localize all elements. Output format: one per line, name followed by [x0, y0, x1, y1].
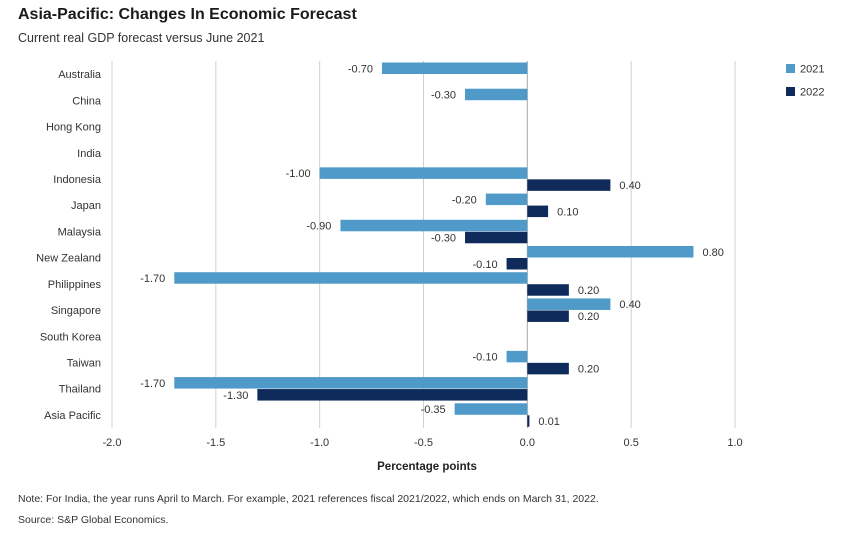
- data-label: 0.20: [578, 311, 599, 323]
- data-label: 0.10: [557, 206, 578, 218]
- data-label: -0.10: [472, 259, 497, 271]
- footnote: Note: For India, the year runs April to …: [18, 493, 599, 505]
- bar-2021: [506, 350, 528, 363]
- bar-chart: -0.70 -0.30 -1.00 -0.20 -0.90 0.80 -1.70 0.40 -0…: [36, 61, 824, 473]
- x-axis-title: Percentage points: [377, 461, 477, 473]
- x-tick-label: 1.0: [727, 437, 742, 449]
- grid-lines: [111, 61, 736, 428]
- bar-2021: [319, 167, 528, 179]
- bar-2021: [527, 298, 611, 310]
- data-label: -1.70: [140, 378, 165, 390]
- data-label: 0.80: [702, 247, 723, 259]
- data-label: -0.70: [348, 63, 373, 75]
- x-tick-label: -2.0: [103, 437, 122, 449]
- data-label: 0.40: [619, 180, 640, 192]
- category-label: Malaysia: [58, 226, 102, 238]
- data-labels: -0.70 -0.30 -1.00 -0.20 -0.90 0.80 -1.70 0.40 -0…: [140, 63, 724, 428]
- data-label: 0.40: [619, 299, 640, 311]
- data-label: -0.30: [431, 233, 456, 245]
- bar-2021: [174, 272, 528, 284]
- category-label: Thailand: [59, 384, 101, 396]
- bar-2022: [506, 258, 528, 270]
- category-label: Asia Pacific: [44, 410, 101, 422]
- category-label: Australia: [58, 69, 102, 81]
- bar-2022: [527, 362, 569, 375]
- category-label: South Korea: [40, 331, 102, 343]
- bar-2021: [485, 193, 528, 206]
- bar-2022: [527, 415, 530, 427]
- legend-label: 2022: [800, 87, 824, 99]
- category-label: Hong Kong: [46, 122, 101, 134]
- category-label: Indonesia: [53, 174, 102, 186]
- bar-2021: [340, 219, 528, 232]
- data-label: 0.01: [538, 416, 559, 428]
- x-tick-label: 0.0: [520, 437, 535, 449]
- legend-swatch-2021: [786, 64, 795, 73]
- bar-2021: [454, 403, 528, 415]
- legend-swatch-2022: [786, 87, 795, 96]
- data-label: -1.00: [286, 168, 311, 180]
- category-label: Japan: [71, 200, 101, 212]
- bar-2021: [527, 246, 694, 258]
- bar-2022: [527, 179, 611, 191]
- source-note: Source: S&P Global Economics.: [18, 514, 169, 526]
- data-label: -0.30: [431, 89, 456, 101]
- data-label: -0.20: [452, 194, 477, 206]
- data-label: -0.90: [306, 221, 331, 233]
- x-tick-label: -0.5: [414, 437, 433, 449]
- data-label: -1.70: [140, 273, 165, 285]
- bar-2022: [257, 389, 528, 401]
- x-tick-label: -1.5: [206, 437, 225, 449]
- x-tick-label: 0.5: [624, 437, 639, 449]
- bar-2022: [527, 310, 569, 322]
- category-label: India: [77, 148, 102, 160]
- data-label: -1.30: [223, 390, 248, 402]
- data-label: 0.20: [578, 364, 599, 376]
- bar-2022: [527, 284, 569, 296]
- bar-2021: [381, 62, 528, 74]
- legend: 2021 2022: [786, 64, 824, 99]
- bar-2021: [174, 377, 528, 389]
- bar-2022: [527, 205, 549, 218]
- category-label: Singapore: [51, 305, 101, 317]
- data-label: 0.20: [578, 285, 599, 297]
- bar-2021: [465, 88, 528, 101]
- category-label: China: [72, 95, 102, 107]
- data-label: -0.35: [421, 404, 446, 416]
- data-label: -0.10: [472, 352, 497, 364]
- x-tick-label: -1.0: [310, 437, 329, 449]
- chart-title: Asia-Pacific: Changes In Economic Foreca…: [18, 6, 357, 23]
- category-label: Taiwan: [67, 357, 101, 369]
- x-tick-labels: -2.0 -1.5 -1.0 -0.5 0.0 0.5 1.0: [103, 437, 743, 449]
- category-labels: Australia China Hong Kong India Indonesia Jap…: [36, 69, 102, 422]
- bars: [174, 62, 694, 427]
- chart-subtitle: Current real GDP forecast versus June 20…: [18, 31, 265, 45]
- category-label: New Zealand: [36, 253, 101, 265]
- legend-label: 2021: [800, 64, 824, 76]
- bar-2022: [465, 231, 528, 244]
- category-label: Philippines: [48, 279, 102, 291]
